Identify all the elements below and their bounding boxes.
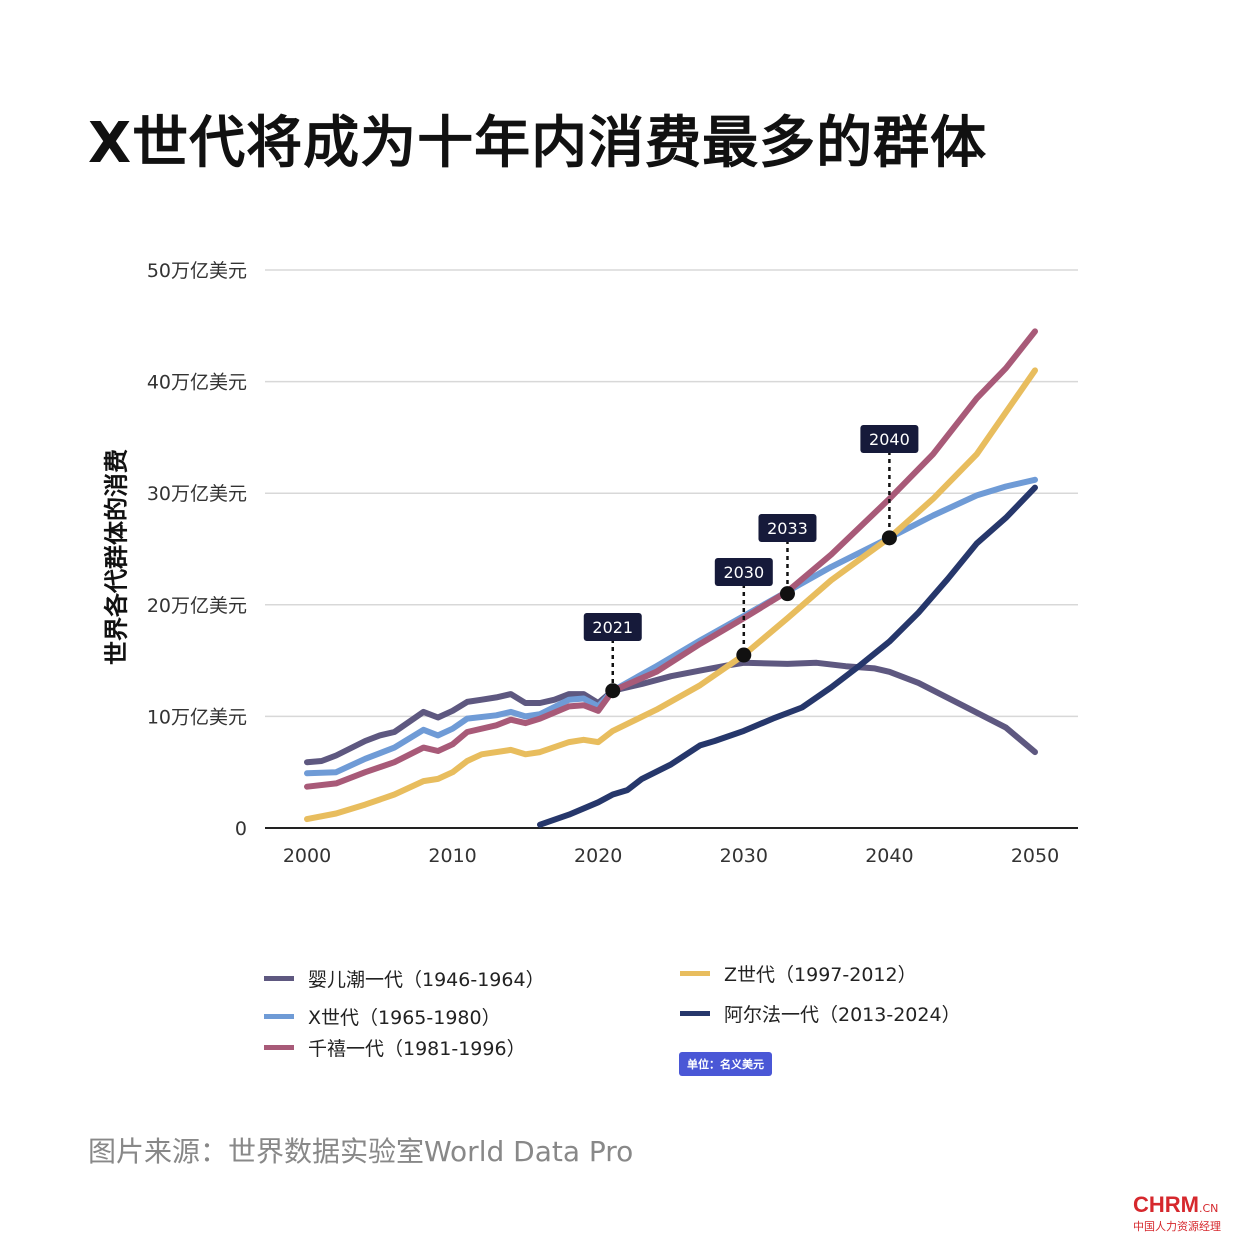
y-tick-label: 10万亿美元: [147, 706, 247, 728]
annotation-label-box: [714, 558, 773, 586]
legend-item-gen-z: Z世代（1997-2012）: [680, 960, 917, 987]
legend-item-boomers: 婴儿潮一代（1946-1964）: [264, 965, 545, 992]
legend-label: 千禧一代（1981-1996）: [308, 1038, 526, 1060]
x-tick-label: 2020: [574, 845, 622, 867]
chrm-logo: CHRM.CN 中国人力资源经理: [1133, 1192, 1221, 1234]
x-tick-label: 2010: [428, 845, 476, 867]
annotation-point: [881, 530, 897, 546]
series-line-4: [537, 484, 1038, 828]
line-chart: 0 10万亿美元 20万亿美元 30万亿美元 40万亿美元 50万亿美元 2000 2010 2…: [147, 260, 1078, 867]
legend-label: Z世代（1997-2012）: [724, 964, 917, 986]
series-line-2: [304, 328, 1038, 790]
x-tick-label: 2000: [283, 845, 331, 867]
logo-suffix: .CN: [1199, 1202, 1219, 1215]
legend-label: X世代（1965-1980）: [308, 1007, 501, 1029]
y-tick-label: 0: [235, 818, 247, 840]
x-tick-label: 2050: [1011, 845, 1059, 867]
annotation-label: 2033: [767, 519, 808, 538]
legend-label: 婴儿潮一代（1946-1964）: [308, 969, 545, 991]
annotation-point: [736, 647, 752, 663]
annotation-label: 2021: [592, 618, 633, 637]
legend-item-gen-x: X世代（1965-1980）: [264, 1003, 501, 1030]
legend-swatch: [680, 971, 710, 976]
legend-swatch: [264, 1014, 294, 1019]
annotation-point: [605, 683, 621, 699]
annotation-label: 2040: [869, 430, 910, 449]
annotation-label: 2030: [723, 563, 764, 582]
series-line-3: [304, 367, 1038, 823]
y-tick-label: 40万亿美元: [147, 372, 247, 394]
annotation-label-box: [758, 514, 817, 542]
y-tick-label: 50万亿美元: [147, 260, 247, 282]
series-line-1: [304, 476, 1038, 777]
legend-swatch: [264, 976, 294, 981]
unit-badge: 单位：名义美元: [679, 1052, 772, 1076]
legend-item-alpha: 阿尔法一代（2013-2024）: [680, 1000, 961, 1027]
annotation-point: [779, 586, 795, 602]
legend-swatch: [680, 1011, 710, 1016]
page-title: X世代将成为十年内消费最多的群体: [88, 111, 988, 176]
y-tick-label: 30万亿美元: [147, 483, 247, 505]
x-tick-label: 2040: [865, 845, 913, 867]
y-tick-label: 20万亿美元: [147, 595, 247, 617]
source-caption: 图片来源：世界数据实验室World Data Pro: [88, 1135, 634, 1168]
legend-item-millennials: 千禧一代（1981-1996）: [264, 1034, 526, 1061]
annotation-label-box: [583, 613, 642, 641]
legend-label: 阿尔法一代（2013-2024）: [724, 1004, 961, 1026]
series-line-0: [304, 659, 1038, 766]
legend-swatch: [264, 1045, 294, 1050]
annotation-label-box: [860, 425, 919, 453]
logo-main: CHRM: [1133, 1192, 1199, 1217]
logo-subtitle: 中国人力资源经理: [1133, 1220, 1221, 1233]
x-tick-label: 2030: [720, 845, 768, 867]
